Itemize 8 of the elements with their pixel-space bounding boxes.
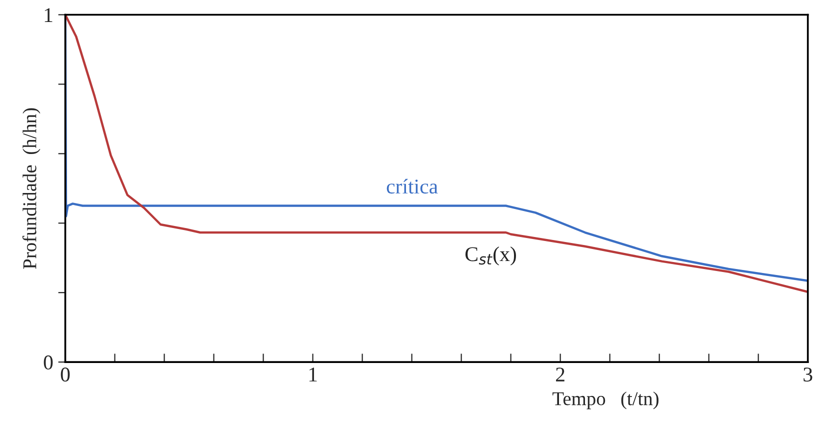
x-tick-label: 0 xyxy=(60,368,70,382)
x-axis-title: Tempo (t/tn) xyxy=(552,392,658,410)
x-tick-label: 3 xyxy=(804,368,812,382)
x-tick-label: 2 xyxy=(556,368,564,382)
annotation: crítica xyxy=(386,178,438,194)
x-tick-label: 1 xyxy=(309,368,317,382)
y-axis-title: Profundidade (h/hn) xyxy=(22,108,40,269)
annotation: C$_{st}$(x) xyxy=(465,246,516,266)
